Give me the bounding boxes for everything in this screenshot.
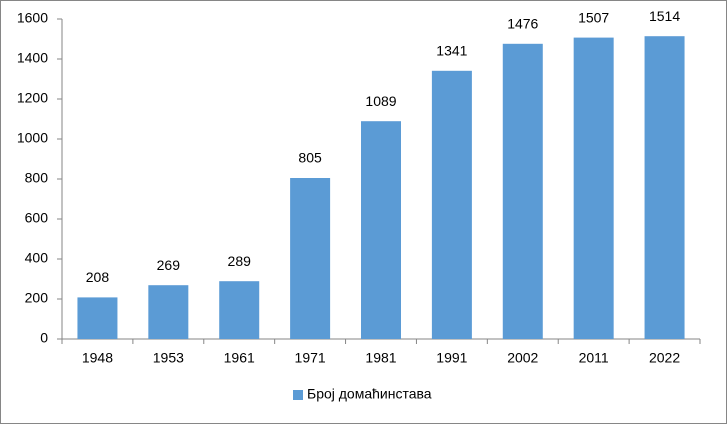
x-tick-label: 2002 [507,350,538,366]
x-tick-label: 1948 [82,350,113,366]
x-tick-label: 2022 [649,350,680,366]
data-label: 1089 [365,93,396,109]
y-tick-label: 1000 [17,130,48,146]
x-tick-label: 1991 [436,350,467,366]
y-tick-label: 200 [25,290,49,306]
bar [361,121,401,339]
bar [148,285,189,339]
x-tick-label: 1961 [224,350,255,366]
data-label: 805 [298,150,322,166]
bar [644,36,685,339]
bar [290,178,331,339]
data-label: 289 [228,253,252,269]
y-tick-label: 400 [25,250,49,266]
bar [219,281,260,339]
y-tick-label: 800 [25,170,49,186]
legend-label: Број домаћинстава [307,386,432,402]
data-label: 208 [86,269,110,285]
x-tick-label: 1971 [295,350,326,366]
x-tick-label: 1953 [153,350,184,366]
y-tick-label: 600 [25,210,49,226]
y-tick-label: 0 [40,330,48,346]
x-tick-label: 1981 [365,350,396,366]
data-label: 1476 [507,16,538,32]
bar [502,43,543,340]
bar [431,70,472,340]
legend-swatch [293,390,303,400]
y-tick-label: 1600 [17,10,48,26]
bar [77,297,118,339]
x-tick-label: 2011 [579,350,609,366]
data-label: 1507 [578,9,609,25]
data-label: 1514 [649,8,680,24]
y-tick-label: 1200 [17,90,48,106]
bar [573,37,614,339]
y-tick-label: 1400 [17,50,48,66]
data-label: 1341 [436,43,467,59]
data-label: 269 [157,257,181,273]
